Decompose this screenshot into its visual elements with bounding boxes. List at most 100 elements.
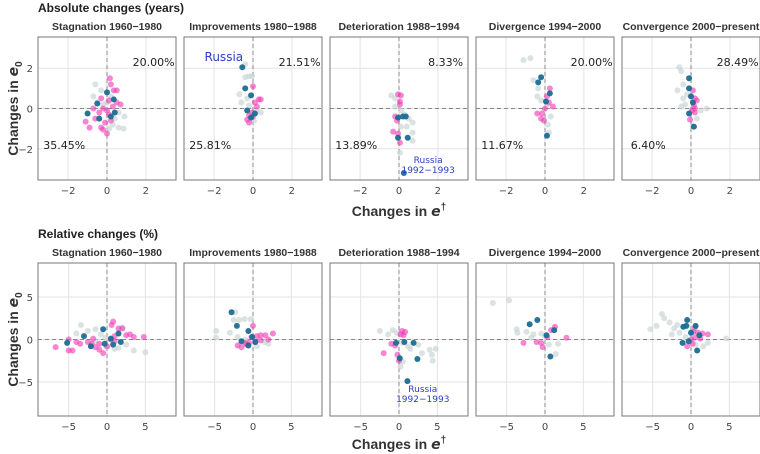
- x-axis-title-superscript: †: [441, 435, 447, 446]
- panel-border: [621, 262, 760, 417]
- point-blue: [94, 100, 101, 107]
- panel-border: [183, 262, 323, 417]
- point-grey: [682, 333, 689, 340]
- point-blue: [696, 332, 703, 339]
- point-blue: [679, 339, 686, 346]
- point-grey: [428, 351, 435, 358]
- quadrant-percentage-bottom-left: 13.89%: [335, 139, 377, 152]
- point-grey: [693, 115, 700, 122]
- point-pink: [119, 325, 126, 332]
- facet-title: Stagnation 1960−1980: [52, 247, 162, 259]
- facet-panel: Improvements 1980−1988 −2 0 2 21.51% 25.81% Ru…: [183, 21, 323, 197]
- y-tick-label: −5: [18, 378, 33, 389]
- point-blue: [84, 110, 91, 117]
- facet-title: Divergence 1994−2000: [489, 247, 602, 259]
- point-grey: [115, 124, 122, 131]
- point-blue: [689, 99, 696, 106]
- point-pink: [86, 124, 93, 131]
- point-grey: [409, 129, 416, 136]
- point-pink: [687, 116, 694, 123]
- point-pink: [539, 110, 546, 117]
- point-grey: [545, 341, 552, 348]
- point-grey: [661, 315, 668, 322]
- x-tick-label: 5: [288, 422, 294, 433]
- x-tick-label: 0: [542, 422, 548, 433]
- y-axis-title: Changes in e0: [5, 292, 25, 387]
- point-blue: [245, 342, 252, 349]
- x-tick-label: 0: [250, 186, 256, 197]
- point-grey: [489, 299, 496, 306]
- x-tick-label: 2: [143, 186, 149, 197]
- point-pink: [110, 318, 117, 325]
- point-blue: [690, 123, 697, 130]
- point-blue: [688, 329, 694, 336]
- point-grey: [92, 81, 99, 88]
- point-blue: [395, 114, 402, 121]
- facet-panel: Divergence 1994−2000 −2 0 2 20.00% 11.67%: [475, 21, 615, 197]
- point-grey: [676, 329, 683, 336]
- point-grey: [547, 113, 554, 120]
- quadrant-percentage-bottom-left: 35.45%: [43, 139, 85, 152]
- point-grey: [415, 341, 422, 348]
- y-tick-label: −2: [18, 145, 33, 156]
- point-blue: [692, 322, 699, 329]
- facet-panel: Divergence 1994−2000 −5 0 5: [475, 247, 615, 433]
- point-grey: [429, 357, 436, 364]
- x-tick-label: 5: [434, 422, 440, 433]
- facet-panel: Convergence 2000−present −5 0 5: [621, 247, 760, 433]
- point-grey: [426, 346, 433, 353]
- quadrant-percentage-top-right: 28.49%: [717, 56, 759, 69]
- point-pink: [96, 109, 103, 116]
- x-tick-label: −5: [645, 422, 660, 433]
- point-blue: [685, 338, 692, 345]
- facet-title: Improvements 1980−1988: [189, 21, 317, 33]
- point-pink: [90, 105, 97, 112]
- point-blue: [107, 335, 114, 342]
- quadrant-percentage-top-right: 20.00%: [133, 56, 175, 69]
- point-grey: [530, 77, 537, 84]
- point-grey: [265, 340, 272, 347]
- point-pink: [691, 109, 698, 116]
- point-pink: [238, 344, 245, 351]
- point-blue: [410, 339, 417, 346]
- point-blue: [404, 134, 411, 141]
- y-axis-title-subscript: 0: [14, 292, 25, 298]
- point-grey: [697, 107, 704, 114]
- point-blue: [87, 343, 94, 350]
- point-pink: [90, 335, 97, 342]
- point-pink: [82, 118, 89, 125]
- point-grey: [102, 334, 109, 341]
- point-pink: [98, 95, 105, 102]
- point-grey: [704, 339, 711, 346]
- point-pink: [96, 340, 103, 347]
- panel-border: [37, 36, 177, 181]
- x-tick-label: −2: [499, 186, 514, 197]
- point-pink: [250, 83, 256, 90]
- point-grey: [115, 345, 122, 351]
- x-tick-label: 0: [396, 422, 402, 433]
- point-pink: [396, 139, 403, 146]
- point-grey: [246, 102, 253, 109]
- point-grey: [77, 322, 84, 329]
- point-pink: [534, 110, 541, 117]
- point-pink: [390, 128, 397, 135]
- russia-annotation: Russia: [205, 50, 244, 64]
- point-grey: [538, 97, 545, 104]
- point-blue: [101, 340, 108, 347]
- point-pink: [400, 332, 407, 339]
- point-grey: [666, 319, 673, 326]
- quadrant-percentage-bottom-left: 25.81%: [189, 139, 231, 152]
- point-blue: [252, 339, 259, 346]
- point-grey: [396, 149, 403, 156]
- point-grey: [257, 109, 264, 116]
- y-tick-label: 0: [27, 336, 33, 347]
- x-tick-label: 0: [688, 422, 694, 433]
- point-blue: [526, 321, 533, 328]
- y-tick-label: 0: [27, 105, 33, 116]
- point-grey: [528, 334, 535, 341]
- point-pink: [246, 119, 253, 126]
- point-blue: [686, 110, 693, 117]
- x-tick-label: −2: [207, 186, 222, 197]
- point-grey: [419, 350, 425, 357]
